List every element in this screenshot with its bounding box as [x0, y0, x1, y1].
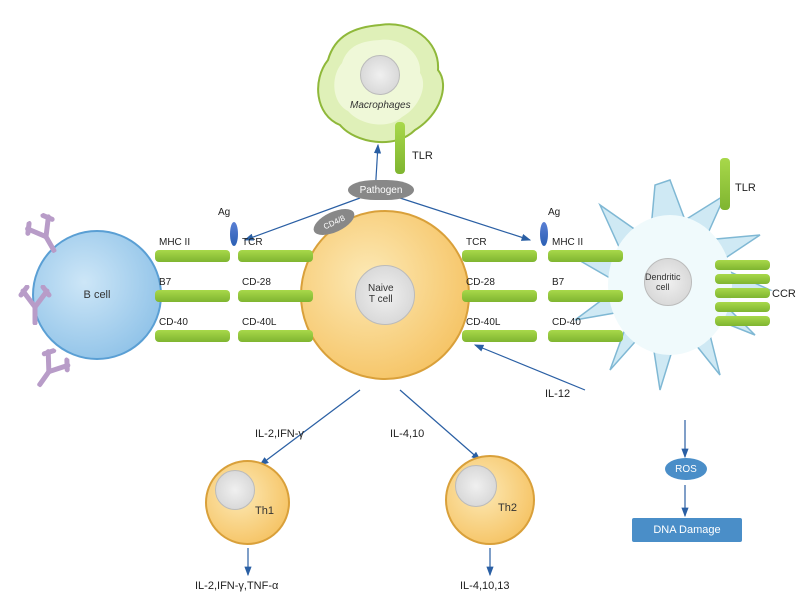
pathogen-label: Pathogen [360, 185, 403, 196]
ros-label: ROS [675, 464, 697, 475]
tlr-macrophage [395, 122, 405, 174]
ag-right-label: Ag [548, 207, 560, 218]
pathogen: Pathogen [348, 180, 414, 200]
ag-left [230, 222, 238, 246]
dendritic-label: Dendritic cell [645, 272, 681, 292]
ros-oval: ROS [665, 458, 707, 480]
ag-left-label: Ag [218, 207, 230, 218]
th2-nucleus [455, 465, 497, 507]
il12-label: IL-12 [545, 388, 570, 400]
macrophage-nucleus [360, 55, 400, 95]
tlr-macro-label: TLR [412, 150, 433, 162]
cd48-label: CD4/8 [322, 213, 346, 231]
ag-right [540, 222, 548, 246]
bcell-label: B cell [84, 289, 111, 301]
dna-damage-label: DNA Damage [653, 524, 720, 536]
th1-label: Th1 [255, 505, 274, 517]
th1-nucleus [215, 470, 255, 510]
tlr-dend-label: TLR [735, 182, 756, 194]
macrophage-label: Macrophages [350, 100, 411, 111]
il410-label: IL-4,10 [390, 428, 424, 440]
dna-damage-box: DNA Damage [632, 518, 742, 542]
th1-output-label: IL-2,IFN-γ,TNF-α [195, 580, 278, 592]
tcell-label: Naive T cell [368, 283, 394, 305]
tlr-dendritic [720, 158, 730, 210]
th2-output-label: IL-4,10,13 [460, 580, 510, 592]
ccr-label: CCR [772, 288, 796, 300]
il2-ifng-label: IL-2,IFN-γ [255, 428, 304, 440]
th2-label: Th2 [498, 502, 517, 514]
